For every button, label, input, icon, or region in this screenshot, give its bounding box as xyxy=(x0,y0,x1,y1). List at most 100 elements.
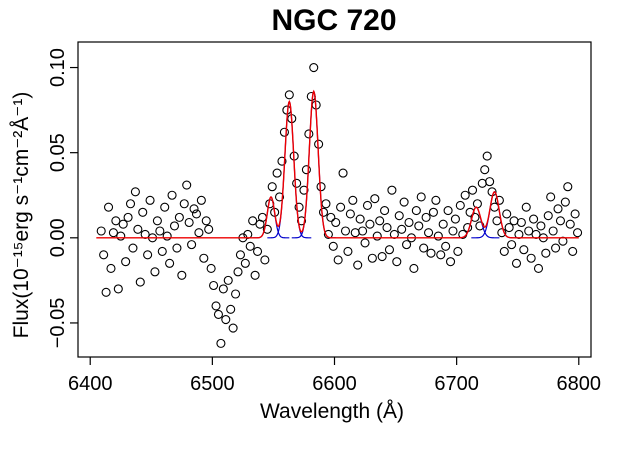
data-point xyxy=(382,223,392,233)
data-point xyxy=(411,206,421,216)
data-point xyxy=(472,199,482,209)
data-point xyxy=(328,241,338,251)
data-point xyxy=(216,338,226,348)
data-point xyxy=(184,217,194,228)
data-point xyxy=(245,241,255,251)
data-point xyxy=(272,168,282,178)
data-point xyxy=(221,314,231,325)
data-point xyxy=(101,287,111,297)
data-point xyxy=(213,309,224,319)
plot-frame xyxy=(77,41,592,358)
data-point xyxy=(169,221,180,231)
data-point xyxy=(152,216,162,226)
data-point xyxy=(536,221,546,231)
data-point xyxy=(160,202,170,212)
y-tick-label: −0.05 xyxy=(47,298,69,349)
x-axis: 6400 6500 6600 6700 6800 xyxy=(68,357,601,395)
data-point xyxy=(511,258,522,268)
data-point xyxy=(121,257,131,267)
data-point xyxy=(448,226,458,236)
data-point xyxy=(526,253,536,263)
data-point xyxy=(551,243,561,253)
data-point xyxy=(480,165,490,175)
data-point xyxy=(553,204,563,214)
data-point xyxy=(189,204,199,214)
data-point xyxy=(433,231,443,241)
data-point xyxy=(573,228,583,238)
data-point xyxy=(375,216,385,226)
data-point xyxy=(257,212,267,222)
data-point xyxy=(177,270,187,280)
data-point xyxy=(218,284,228,294)
data-point xyxy=(165,258,175,268)
data-point xyxy=(560,197,570,207)
data-point xyxy=(507,240,517,250)
data-point xyxy=(428,207,438,217)
data-point xyxy=(118,219,128,229)
data-point xyxy=(301,165,311,175)
data-point xyxy=(426,248,436,258)
x-tick-label: 6400 xyxy=(68,373,113,395)
data-point xyxy=(338,168,348,178)
data-point xyxy=(509,216,519,226)
data-point xyxy=(345,209,355,219)
x-tick-label: 6600 xyxy=(312,373,357,395)
y-tick-label: 0.10 xyxy=(47,48,69,87)
data-point xyxy=(318,207,329,217)
data-point xyxy=(143,250,153,260)
data-point xyxy=(277,156,287,166)
data-point xyxy=(355,214,365,224)
data-point xyxy=(108,228,118,238)
data-point xyxy=(211,301,221,311)
data-point xyxy=(343,246,353,256)
data-point xyxy=(204,224,214,234)
data-point xyxy=(262,224,272,234)
component-curve xyxy=(452,206,500,239)
data-point xyxy=(421,212,431,222)
data-point xyxy=(116,231,126,241)
data-point xyxy=(231,289,241,299)
data-point xyxy=(455,200,465,211)
data-point xyxy=(187,240,197,250)
data-point xyxy=(380,206,390,216)
data-point xyxy=(470,212,480,222)
data-point xyxy=(477,178,487,188)
data-point xyxy=(323,229,333,239)
data-point xyxy=(548,226,558,236)
data-point xyxy=(296,216,307,226)
data-point xyxy=(453,246,463,256)
data-point xyxy=(450,214,460,224)
data-point xyxy=(414,221,424,231)
data-point xyxy=(333,255,343,265)
y-axis-label: Flux(10⁻¹⁵erg s⁻¹cm⁻²Å⁻¹) xyxy=(10,92,33,339)
data-point xyxy=(504,223,514,233)
data-point xyxy=(106,263,116,274)
data-point xyxy=(394,211,404,221)
data-point xyxy=(194,228,204,238)
data-point xyxy=(206,263,216,274)
data-point xyxy=(445,257,456,267)
data-point xyxy=(174,212,184,222)
data-point xyxy=(392,257,402,267)
data-point xyxy=(274,192,285,202)
data-point xyxy=(460,190,470,200)
y-axis: −0.05 0.00 0.05 0.10 xyxy=(47,48,78,348)
data-point xyxy=(226,304,236,314)
data-point xyxy=(377,251,387,262)
data-point xyxy=(233,267,243,277)
data-point xyxy=(299,185,309,195)
data-point xyxy=(130,187,140,197)
data-point xyxy=(431,195,441,205)
data-point xyxy=(96,226,106,236)
data-point xyxy=(423,228,434,238)
data-point xyxy=(316,182,326,192)
data-point xyxy=(485,177,495,187)
data-point xyxy=(367,253,377,263)
data-point xyxy=(409,263,419,274)
x-axis-label: Wavelength (Å) xyxy=(260,400,404,423)
data-point xyxy=(235,250,245,260)
data-point xyxy=(348,195,358,205)
data-point xyxy=(248,216,258,226)
data-point xyxy=(155,226,165,236)
data-point xyxy=(240,258,250,268)
